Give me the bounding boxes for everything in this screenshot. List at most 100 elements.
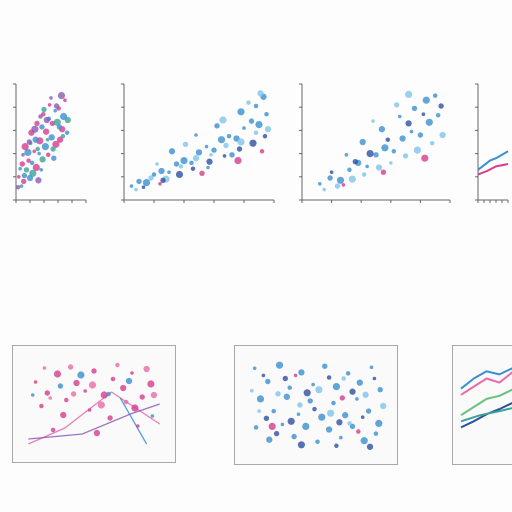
data-point xyxy=(53,118,61,126)
data-point xyxy=(397,114,402,119)
data-point xyxy=(360,415,365,419)
chart-panel-6 xyxy=(234,345,398,465)
data-point xyxy=(399,135,406,142)
data-point xyxy=(318,182,322,186)
data-point xyxy=(373,431,379,436)
data-point xyxy=(214,123,220,129)
data-point xyxy=(417,132,424,138)
series-line xyxy=(460,401,512,429)
series-line xyxy=(460,388,512,417)
data-point xyxy=(373,152,379,158)
data-point xyxy=(57,383,64,389)
data-point xyxy=(356,429,361,434)
data-point xyxy=(345,371,351,376)
data-point xyxy=(83,389,87,393)
data-point xyxy=(48,134,55,141)
data-point xyxy=(18,166,23,171)
data-point xyxy=(256,395,265,403)
data-point xyxy=(63,98,67,102)
data-point xyxy=(273,430,280,437)
data-point xyxy=(411,105,418,112)
chart-svg xyxy=(299,83,451,203)
data-point xyxy=(180,157,188,165)
data-point xyxy=(97,401,105,409)
chart-svg xyxy=(13,83,87,203)
series-line xyxy=(460,367,512,390)
data-point xyxy=(158,182,162,186)
chart-svg xyxy=(28,362,161,445)
data-point xyxy=(422,96,430,104)
data-point xyxy=(38,114,43,119)
data-point xyxy=(402,153,409,159)
data-point xyxy=(73,379,80,387)
data-point xyxy=(327,175,333,181)
data-point xyxy=(327,409,335,417)
data-point xyxy=(32,163,40,172)
data-point xyxy=(173,161,180,167)
data-point xyxy=(326,375,332,380)
data-point xyxy=(21,178,27,185)
chart-panel-2 xyxy=(108,78,278,220)
data-point xyxy=(39,168,43,172)
data-point xyxy=(325,426,333,433)
data-point xyxy=(255,121,263,129)
data-point xyxy=(394,102,400,108)
data-point xyxy=(253,130,259,135)
data-point xyxy=(53,370,62,378)
data-point xyxy=(405,90,413,98)
data-point xyxy=(435,113,441,118)
data-point xyxy=(252,366,257,371)
data-point xyxy=(194,133,198,137)
data-point xyxy=(50,427,56,433)
data-point xyxy=(130,371,134,375)
data-point xyxy=(44,390,50,396)
data-point xyxy=(409,129,414,134)
data-point xyxy=(266,436,273,443)
data-point xyxy=(344,153,349,157)
data-point xyxy=(366,150,374,158)
data-point xyxy=(369,365,374,370)
data-point xyxy=(298,369,305,376)
data-point xyxy=(21,172,28,179)
data-point xyxy=(50,146,56,152)
data-point xyxy=(32,136,39,143)
data-point xyxy=(189,160,194,166)
data-point xyxy=(211,147,217,153)
data-point xyxy=(257,90,264,97)
data-point xyxy=(151,172,157,177)
data-point xyxy=(141,185,146,189)
data-point xyxy=(19,161,25,167)
data-point xyxy=(339,435,343,440)
data-point xyxy=(378,126,386,133)
chart-panel-7 xyxy=(452,345,512,465)
chart-panel-4 xyxy=(462,78,512,220)
data-point xyxy=(275,391,281,397)
data-point xyxy=(421,112,426,116)
data-point xyxy=(35,177,42,184)
data-point xyxy=(195,149,203,156)
data-point xyxy=(268,422,276,430)
data-point xyxy=(312,406,317,412)
data-point xyxy=(311,382,315,387)
data-point xyxy=(347,421,352,426)
data-point xyxy=(366,443,374,450)
data-point xyxy=(42,366,47,370)
data-point xyxy=(21,153,25,157)
data-point xyxy=(339,395,345,401)
data-point xyxy=(39,403,44,409)
data-point xyxy=(29,169,37,177)
data-point xyxy=(34,120,40,127)
data-point xyxy=(259,149,265,154)
data-point xyxy=(158,167,165,175)
data-point xyxy=(60,133,66,139)
data-point xyxy=(32,149,36,154)
data-point xyxy=(381,144,389,152)
data-point xyxy=(139,394,145,400)
data-point xyxy=(389,161,393,165)
data-point xyxy=(352,159,358,165)
data-point xyxy=(23,167,30,173)
data-point xyxy=(349,388,356,395)
data-point xyxy=(359,138,366,146)
series-line xyxy=(477,150,509,171)
